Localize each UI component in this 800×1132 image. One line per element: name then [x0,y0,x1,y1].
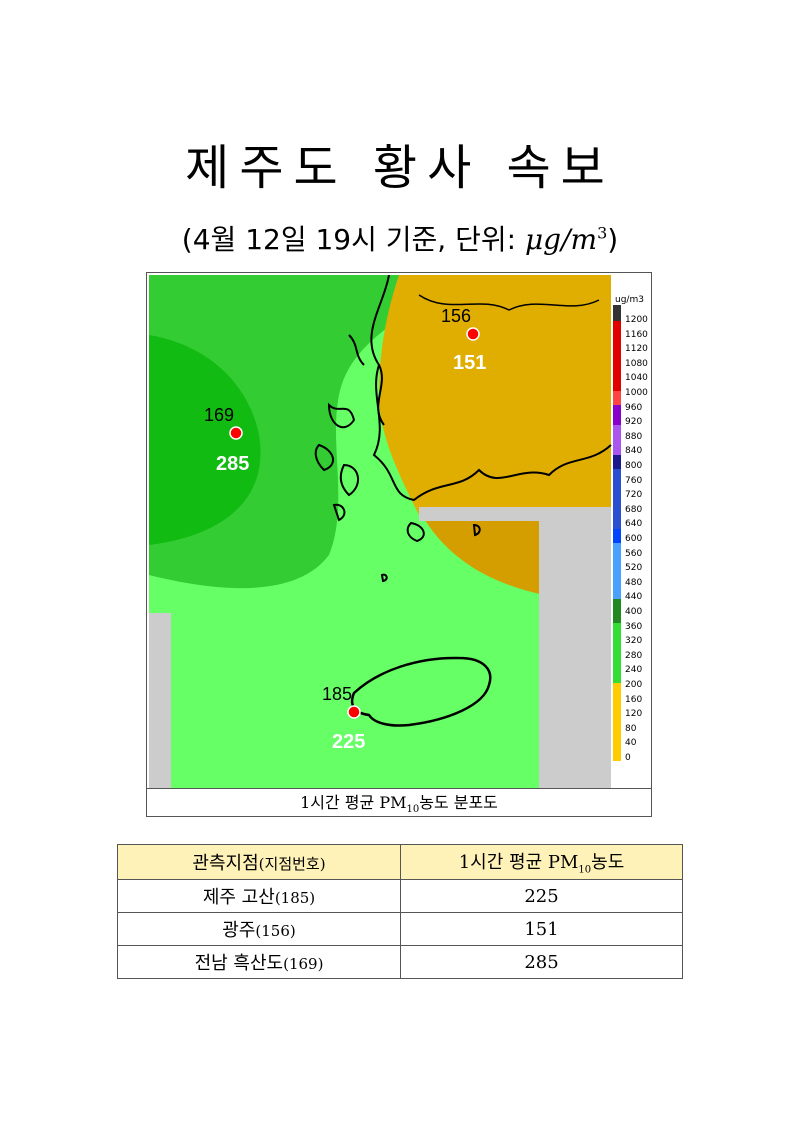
map-caption: 1시간 평균 PM10농도 분포도 [147,788,651,817]
legend-label: 720 [625,490,643,501]
orange-zone [379,275,611,515]
row-station: 전남 흑산도(169) [117,945,401,979]
pm10-table: 관측지점(지점번호) 1시간 평균 PM10농도 제주 고산(185) 225 … [117,844,683,979]
station-marker-185 [347,705,361,719]
table-row: 광주(156) 151 [117,912,683,946]
header-conc-sub: 10 [578,864,592,876]
header-conc-prefix: 1시간 평균 PM [458,852,579,874]
table-row: 제주 고산(185) 225 [117,879,683,913]
table-header-row: 관측지점(지점번호) 1시간 평균 PM10농도 [117,844,683,880]
legend-label: 800 [625,461,643,471]
header-station-main: 관측지점 [192,853,259,874]
pm10-distribution-map: 156 151 169 285 185 225 ug/m3 1200 1160 11… [149,275,649,788]
station-marker-169 [229,426,243,440]
legend-label: 760 [625,475,643,486]
gray-mask-top [419,507,611,521]
station-code: (185) [274,889,316,907]
unit-exponent: 3 [597,223,608,243]
orange-zone-lower [419,510,544,595]
subtitle-unit: μg/m3 [525,223,607,256]
legend-label: 280 [625,650,643,661]
tiny-island [380,573,388,583]
table-row: 전남 흑산도(169) 285 [117,945,683,979]
legend-label: 480 [625,577,643,588]
legend-colorbar [613,305,621,761]
legend-label: 560 [625,548,643,559]
legend-label: 1120 [625,344,648,355]
legend-label: 840 [625,446,643,457]
station-code: (156) [255,922,296,940]
legend-label: 920 [625,417,643,428]
legend-label: 1000 [625,388,648,398]
legend-label: 600 [625,534,643,544]
page-title: 제주도 황사 속보 [185,140,615,196]
legend-unit: ug/m3 [615,295,644,305]
row-station: 제주 고산(185) [117,879,401,913]
legend-label: 40 [625,738,637,749]
small-islands [406,521,481,543]
header-station: 관측지점(지점번호) [117,844,401,880]
legend-label: 80 [625,723,637,734]
header-conc-suffix: 농도 [591,852,625,874]
station-value-156: 151 [453,352,486,374]
station-name: 광주 [222,920,256,941]
jeju-island-outline [350,656,492,727]
legend-label: 400 [625,607,643,617]
row-value: 285 [400,945,683,979]
station-id-156: 156 [441,306,471,326]
station-name: 전남 흑산도 [194,953,284,974]
row-value: 225 [400,879,683,913]
row-station: 광주(156) [117,912,401,946]
legend-label: 1160 [625,329,648,340]
legend-label: 1200 [625,315,648,325]
gray-mask-left [149,613,171,788]
legend-label: 880 [625,431,643,442]
caption-prefix: 1시간 평균 PM [300,793,407,812]
coastal-islands [348,334,385,426]
pm10-map-figure: 156 151 169 285 185 225 ug/m3 1200 1160 11… [146,272,652,817]
legend-label: 680 [625,504,643,515]
gray-mask-right [539,521,611,788]
legend-label: 120 [625,709,643,720]
legend-label: 520 [625,563,643,574]
unit-base: μg/m [524,223,598,256]
legend-label: 240 [625,665,643,676]
legend-label: 440 [625,592,643,603]
legend-label: 0 [625,753,631,763]
station-code: (169) [283,955,324,973]
dark-green-zone [149,335,261,545]
legend-label: 1080 [625,358,648,369]
subtitle-prefix: (4월 12일 19시 기준, 단위: [181,223,525,256]
page-subtitle: (4월 12일 19시 기준, 단위: μg/m3) [0,218,800,258]
mainland-coastline [370,275,612,502]
station-marker-156 [466,327,480,341]
inland-border [418,294,600,311]
station-id-169: 169 [204,405,234,425]
map-canvas: 156 151 169 285 185 225 [149,275,621,788]
station-name: 제주 고산 [202,887,275,908]
legend-label: 640 [625,519,643,530]
legend-label: 160 [625,694,643,705]
row-value: 151 [400,912,683,946]
legend-label: 320 [625,636,643,647]
station-value-169: 285 [216,453,249,475]
legend-label: 960 [625,402,643,413]
header-station-code: (지점번호) [258,855,326,873]
caption-subscript: 10 [406,804,420,816]
station-id-185: 185 [322,684,352,704]
station-value-185: 225 [332,731,365,753]
legend-label: 200 [625,680,643,690]
legend-label: 360 [625,621,643,632]
western-islands [314,402,359,522]
caption-suffix: 농도 분포도 [419,793,498,812]
legend-label: 1040 [625,373,648,384]
subtitle-suffix: ) [607,223,619,256]
header-concentration: 1시간 평균 PM10농도 [400,844,683,880]
